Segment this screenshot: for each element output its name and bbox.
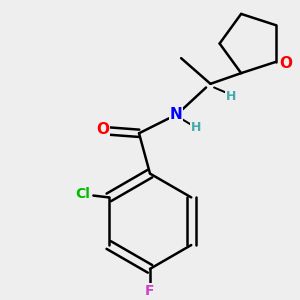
Text: H: H (225, 90, 236, 103)
Text: Cl: Cl (75, 187, 90, 201)
Text: N: N (169, 107, 182, 122)
Text: O: O (280, 56, 293, 71)
Text: H: H (190, 121, 201, 134)
Text: O: O (96, 122, 109, 137)
Text: F: F (145, 284, 155, 298)
